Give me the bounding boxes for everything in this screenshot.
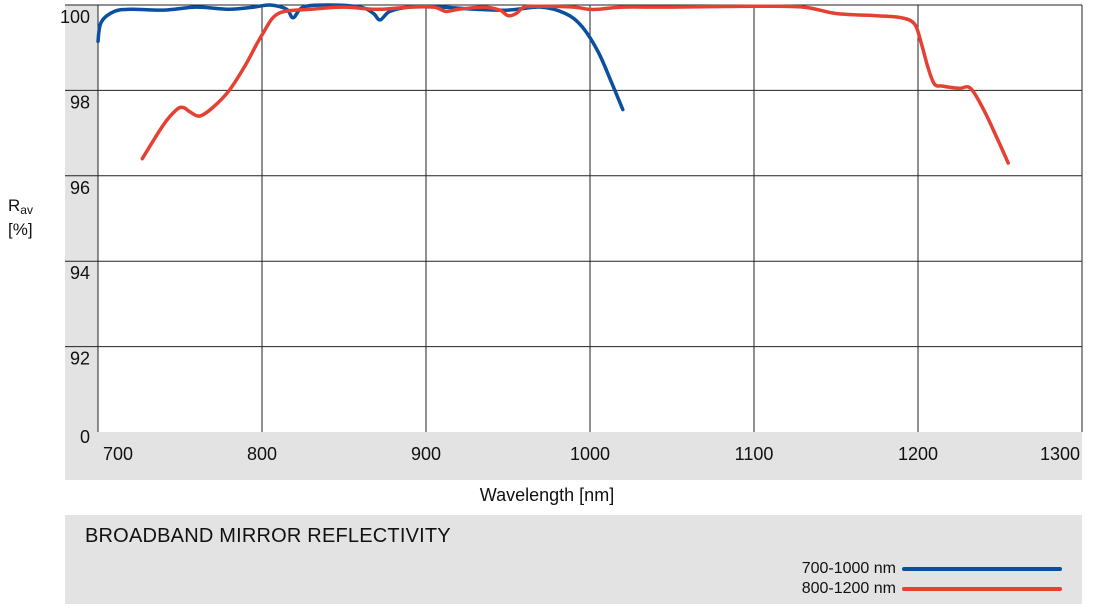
y-axis-label-main: R <box>8 196 21 215</box>
legend-label-2: 800-1200 nm <box>801 580 896 597</box>
x-tick-label-3: 1000 <box>570 444 610 464</box>
legend: 700-1000 nm 800-1200 nm <box>802 559 1062 599</box>
grid-lines <box>65 4 1083 432</box>
series-line-2 <box>140 4 1010 165</box>
x-tick-label-6: 1300 <box>1040 444 1080 464</box>
chart: 100 98 96 94 92 0 700 800 900 1000 1100 1200 1300 <box>60 3 1083 480</box>
legend-entry-1: 700-1000 nm <box>802 559 1062 579</box>
y-axis-label-unit: [%] <box>8 220 33 239</box>
y-tick-label-4: 92 <box>70 349 90 369</box>
legend-entry-2: 800-1200 nm <box>802 579 1062 599</box>
y-axis-band <box>65 5 98 432</box>
x-axis-band <box>65 432 1082 480</box>
legend-swatch-2 <box>902 587 1062 591</box>
legend-swatch-1 <box>902 567 1062 571</box>
series-lines <box>96 3 1010 165</box>
chart-title: BROADBAND MIRROR REFLECTIVITY <box>85 525 451 547</box>
y-tick-label-1: 98 <box>70 92 90 112</box>
title-panel: BROADBAND MIRROR REFLECTIVITY 700-1000 n… <box>65 515 1082 604</box>
y-tick-label-3: 94 <box>70 263 90 283</box>
x-tick-label-4: 1100 <box>735 444 774 464</box>
y-tick-label-5: 0 <box>80 427 90 447</box>
y-axis-label-sub: av <box>20 203 33 217</box>
y-tick-label-2: 96 <box>70 178 90 198</box>
x-tick-labels: 700 800 900 1000 1100 1200 1300 <box>103 444 1080 464</box>
x-tick-label-2: 900 <box>411 444 441 464</box>
y-tick-labels: 100 98 96 94 92 0 <box>60 7 90 447</box>
x-tick-label-1: 800 <box>247 444 277 464</box>
series-line-1 <box>96 3 625 112</box>
x-tick-label-0: 700 <box>103 444 133 464</box>
x-tick-label-5: 1200 <box>898 444 938 464</box>
y-axis-label: Rav [%] <box>8 196 33 239</box>
y-tick-label-0: 100 <box>60 7 90 27</box>
x-axis-label: Wavelength [nm] <box>479 485 615 505</box>
legend-label-1: 700-1000 nm <box>801 560 896 577</box>
